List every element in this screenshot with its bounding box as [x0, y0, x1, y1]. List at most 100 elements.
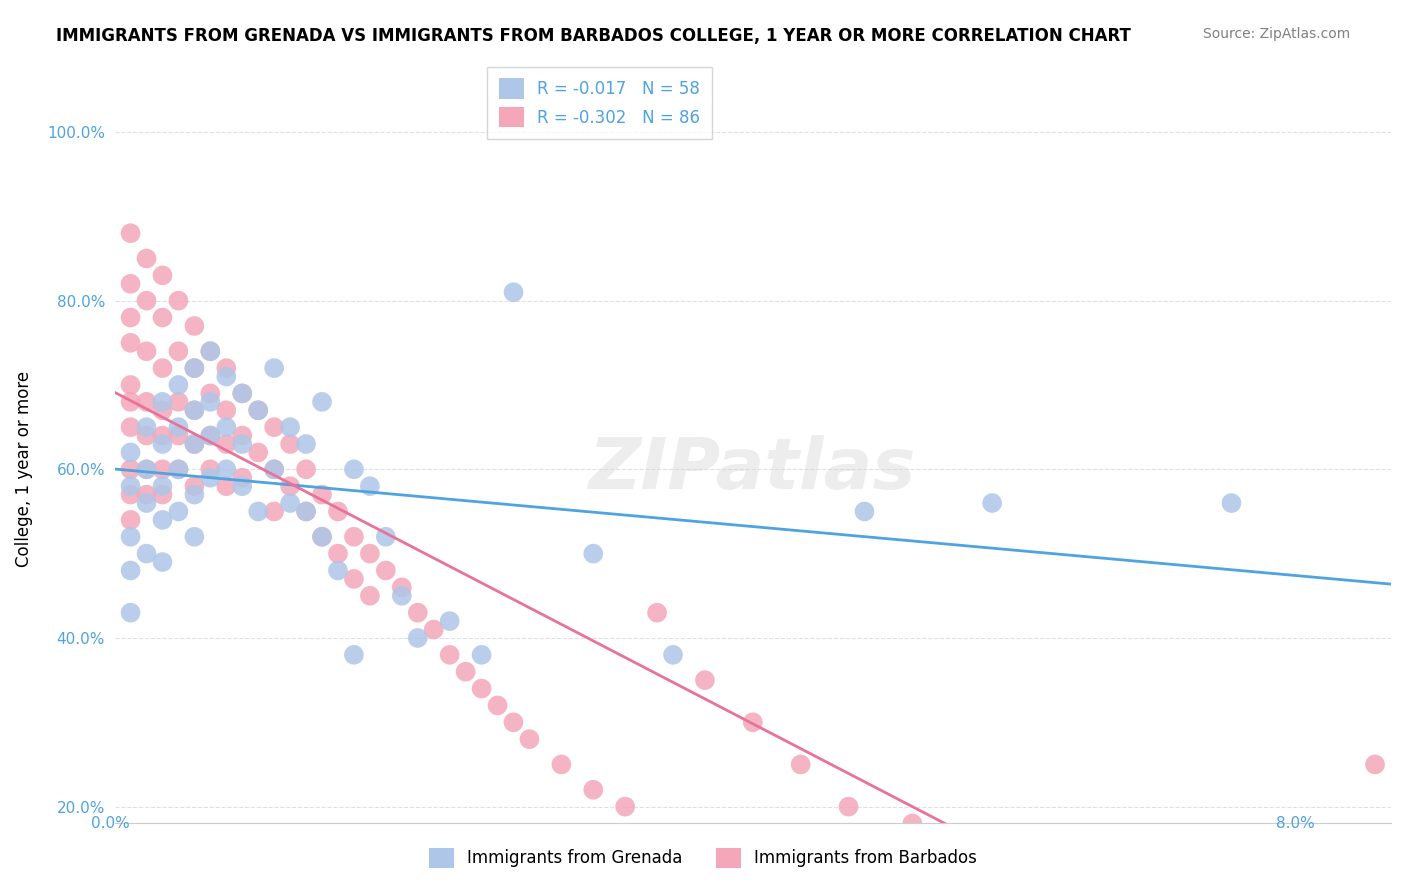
- Point: [120, 487, 142, 501]
- Point: [167, 394, 190, 409]
- Point: [838, 799, 860, 814]
- Point: [231, 386, 253, 401]
- Point: [502, 285, 524, 300]
- Point: [152, 555, 174, 569]
- Point: [295, 462, 318, 476]
- Point: [183, 403, 205, 417]
- Point: [152, 268, 174, 283]
- Point: [247, 403, 270, 417]
- Point: [215, 437, 238, 451]
- Point: [167, 462, 190, 476]
- Point: [200, 344, 222, 359]
- Point: [1060, 867, 1083, 881]
- Point: [311, 487, 333, 501]
- Point: [359, 479, 381, 493]
- Point: [120, 606, 142, 620]
- Point: [152, 479, 174, 493]
- Point: [135, 293, 157, 308]
- Point: [662, 648, 685, 662]
- Point: [614, 799, 637, 814]
- Text: 8.0%: 8.0%: [1275, 816, 1315, 830]
- Point: [326, 547, 349, 561]
- Point: [343, 462, 366, 476]
- Point: [183, 437, 205, 451]
- Point: [454, 665, 477, 679]
- Point: [247, 445, 270, 459]
- Point: [152, 428, 174, 442]
- Point: [343, 530, 366, 544]
- Point: [406, 606, 429, 620]
- Point: [406, 631, 429, 645]
- Point: [550, 757, 572, 772]
- Point: [789, 757, 811, 772]
- Point: [311, 530, 333, 544]
- Point: [120, 394, 142, 409]
- Point: [152, 394, 174, 409]
- Text: Source: ZipAtlas.com: Source: ZipAtlas.com: [1202, 27, 1350, 41]
- Point: [135, 344, 157, 359]
- Point: [295, 504, 318, 518]
- Point: [853, 504, 876, 518]
- Point: [135, 462, 157, 476]
- Point: [278, 496, 301, 510]
- Legend: R = -0.017   N = 58, R = -0.302   N = 86: R = -0.017 N = 58, R = -0.302 N = 86: [488, 67, 711, 139]
- Text: 0.0%: 0.0%: [91, 816, 131, 830]
- Point: [263, 361, 285, 376]
- Point: [135, 420, 157, 434]
- Point: [152, 487, 174, 501]
- Point: [486, 698, 509, 713]
- Point: [200, 428, 222, 442]
- Point: [152, 310, 174, 325]
- Point: [167, 293, 190, 308]
- Point: [263, 462, 285, 476]
- Point: [215, 361, 238, 376]
- Point: [120, 226, 142, 240]
- Point: [359, 547, 381, 561]
- Point: [215, 403, 238, 417]
- Point: [471, 681, 494, 696]
- Point: [278, 479, 301, 493]
- Point: [120, 335, 142, 350]
- Point: [693, 673, 716, 687]
- Point: [183, 361, 205, 376]
- Point: [215, 479, 238, 493]
- Text: ZIPatlas: ZIPatlas: [589, 434, 917, 504]
- Point: [231, 386, 253, 401]
- Y-axis label: College, 1 year or more: College, 1 year or more: [15, 371, 32, 567]
- Point: [200, 428, 222, 442]
- Point: [120, 530, 142, 544]
- Point: [901, 816, 924, 830]
- Point: [183, 361, 205, 376]
- Point: [152, 462, 174, 476]
- Point: [263, 420, 285, 434]
- Point: [645, 606, 668, 620]
- Point: [231, 479, 253, 493]
- Point: [120, 310, 142, 325]
- Point: [200, 471, 222, 485]
- Point: [1220, 496, 1243, 510]
- Point: [741, 715, 763, 730]
- Point: [183, 479, 205, 493]
- Point: [263, 504, 285, 518]
- Point: [215, 420, 238, 434]
- Point: [471, 648, 494, 662]
- Point: [359, 589, 381, 603]
- Point: [231, 437, 253, 451]
- Point: [167, 462, 190, 476]
- Point: [120, 378, 142, 392]
- Point: [247, 403, 270, 417]
- Point: [167, 428, 190, 442]
- Point: [981, 842, 1004, 856]
- Point: [167, 344, 190, 359]
- Point: [343, 648, 366, 662]
- Point: [183, 318, 205, 333]
- Point: [215, 462, 238, 476]
- Point: [311, 394, 333, 409]
- Point: [295, 437, 318, 451]
- Point: [215, 369, 238, 384]
- Point: [120, 479, 142, 493]
- Point: [135, 496, 157, 510]
- Point: [582, 782, 605, 797]
- Point: [247, 504, 270, 518]
- Point: [120, 513, 142, 527]
